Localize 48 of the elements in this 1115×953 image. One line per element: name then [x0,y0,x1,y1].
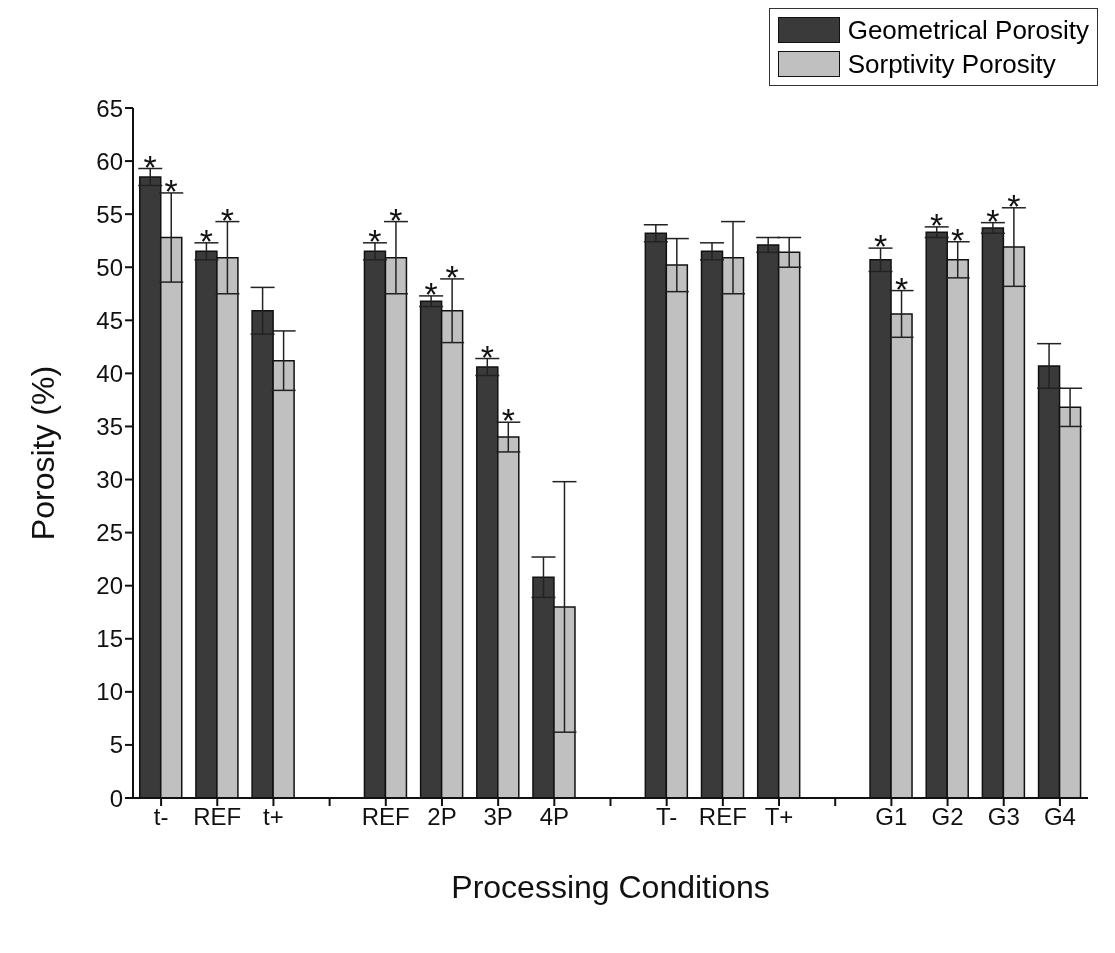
y-axis-title: Porosity (%) [25,365,62,541]
x-tick-label: G2 [931,803,964,831]
y-tick-label: 45 [96,306,123,334]
y-tick-label: 55 [96,200,123,228]
x-tick-label: REF [361,803,410,831]
x-tick-label: 3P [483,803,513,831]
x-tick-label: T+ [764,803,794,831]
data-label: * [143,147,157,186]
data-label: * [220,200,235,239]
data-label: * [873,227,888,266]
data-label: * [199,221,214,260]
x-tick-label: 4P [539,803,569,831]
y-tick-label: 35 [96,412,123,440]
y-tick-label: 65 [96,94,123,122]
legend-label: Sorptivity Porosity [847,48,1056,81]
data-label: * [424,274,438,313]
x-tick-label: G1 [875,803,908,831]
data-label: * [501,401,515,440]
data-label: * [480,337,494,376]
data-label: * [1007,186,1021,225]
data-label: * [368,221,382,260]
x-tick-label: T- [656,803,678,831]
x-tick-label: t- [153,803,169,831]
data-label: * [894,269,909,308]
x-tick-label: REF [193,803,242,831]
x-tick-label: G3 [987,803,1020,831]
data-label: * [164,171,178,210]
data-label: * [986,201,1000,240]
x-tick-label: 2P [427,803,457,831]
y-tick-label: 20 [96,572,123,600]
data-label: * [445,257,459,296]
y-tick-label: 60 [96,147,123,175]
y-tick-label: 40 [96,359,123,387]
y-tick-label: 30 [96,466,123,494]
data-label: * [951,220,965,259]
y-tick-label: 15 [96,625,123,653]
x-tick-label: t+ [263,803,284,831]
data-label: * [930,205,944,244]
x-tick-label: G4 [1043,803,1076,831]
y-tick-label: 10 [96,678,123,706]
y-tick-label: 5 [109,731,123,759]
x-axis-title: Processing Conditions [451,869,770,905]
data-label: * [389,200,403,239]
y-tick-label: 50 [96,253,123,281]
y-tick-label: 0 [109,784,123,812]
legend-label: Geometrical Porosity [847,14,1089,47]
x-tick-label: REF [698,803,747,831]
y-tick-label: 25 [96,519,123,547]
